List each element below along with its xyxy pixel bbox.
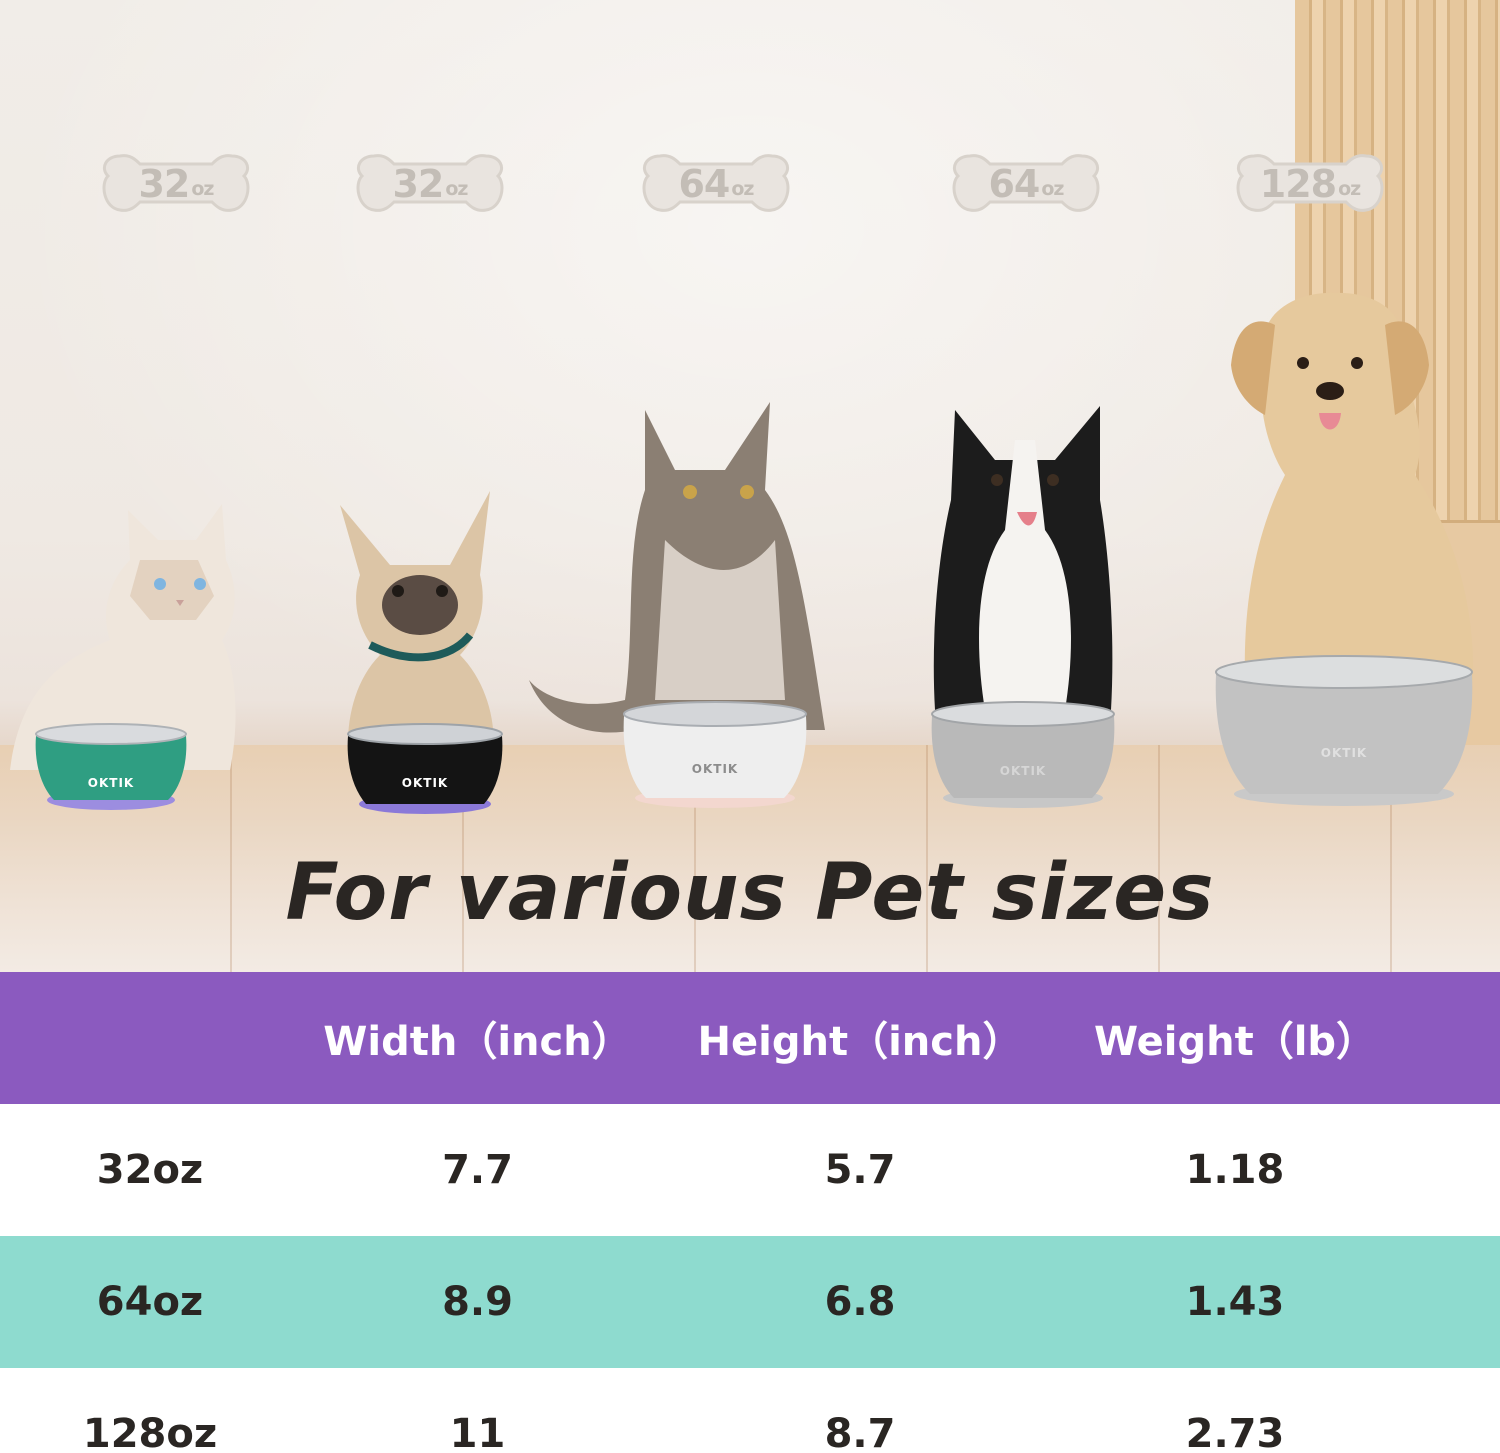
header-weight: Weight（lb） [1093, 1019, 1377, 1065]
bone-value: 128 [1259, 162, 1337, 206]
ragdoll-cat-image [10, 504, 236, 770]
bone-icon [356, 154, 504, 212]
bone-icon [642, 154, 790, 212]
bowl-128oz-steel: OKTIK [1212, 652, 1476, 808]
cell-height: 8.7 [824, 1411, 896, 1453]
headline: For various Pet sizes [285, 848, 1215, 938]
header-width: Width（inch） [323, 1019, 632, 1065]
bone-unit: oz [1338, 178, 1361, 200]
bone-value: 64 [678, 162, 730, 206]
bowl-32oz-green: OKTIK [32, 720, 190, 812]
bowl-brand-label: OKTIK [999, 764, 1047, 778]
bone-icon [102, 154, 250, 212]
border-collie-image [933, 406, 1113, 710]
bone-unit: oz [731, 178, 754, 200]
bone-value: 32 [138, 162, 190, 206]
bone-unit: oz [191, 178, 214, 200]
cell-weight: 1.43 [1185, 1279, 1285, 1325]
cell-width: 11 [449, 1411, 506, 1453]
bone-tag-5: 128 oz [1232, 148, 1388, 220]
cell-height: 5.7 [824, 1147, 896, 1193]
table-header-row: Width（inch） Height（inch） Weight（lb） [0, 972, 1500, 1104]
header-height: Height（inch） [697, 1019, 1023, 1065]
bowl-brand-label: OKTIK [1320, 746, 1368, 760]
cell-width: 7.7 [442, 1147, 513, 1193]
table-row: 32oz 7.7 5.7 1.18 [0, 1104, 1500, 1236]
maine-coon-cat-image [529, 402, 825, 733]
cell-weight: 1.18 [1185, 1147, 1285, 1193]
bone-value: 64 [988, 162, 1040, 206]
bone-tag-2: 32 oz [352, 148, 508, 220]
header-size [40, 972, 260, 1104]
bowl-64oz-steel: OKTIK [928, 698, 1118, 810]
cell-size: 128oz [82, 1411, 218, 1453]
bone-tag-4: 64 oz [948, 148, 1104, 220]
bowl-brand-label: OKTIK [691, 762, 739, 776]
bone-value: 32 [392, 162, 444, 206]
bone-tag-1: 32 oz [98, 148, 254, 220]
bowl-brand-label: OKTIK [87, 776, 135, 790]
bone-unit: oz [1041, 178, 1064, 200]
cell-height: 6.8 [824, 1279, 896, 1325]
cell-width: 8.9 [442, 1279, 513, 1325]
golden-retriever-image [1231, 292, 1474, 680]
cell-size: 64oz [96, 1279, 204, 1325]
bone-unit: oz [445, 178, 468, 200]
product-scene: 32 oz 32 oz 64 oz 64 oz 128 oz [0, 0, 1500, 972]
bone-icon [952, 154, 1100, 212]
cell-size: 32oz [96, 1147, 204, 1193]
table-row: 128oz 11 8.7 2.73 [0, 1368, 1500, 1453]
table-row: 64oz 8.9 6.8 1.43 [0, 1236, 1500, 1368]
size-spec-table: Width（inch） Height（inch） Weight（lb） 32oz… [0, 972, 1500, 1453]
bone-icon [1236, 154, 1384, 212]
bowl-32oz-black: OKTIK [344, 720, 506, 816]
bowl-brand-label: OKTIK [401, 776, 449, 790]
cell-weight: 2.73 [1185, 1411, 1285, 1453]
french-bulldog-image [340, 491, 494, 770]
bowl-64oz-white: OKTIK [620, 698, 810, 810]
bone-tag-3: 64 oz [638, 148, 794, 220]
